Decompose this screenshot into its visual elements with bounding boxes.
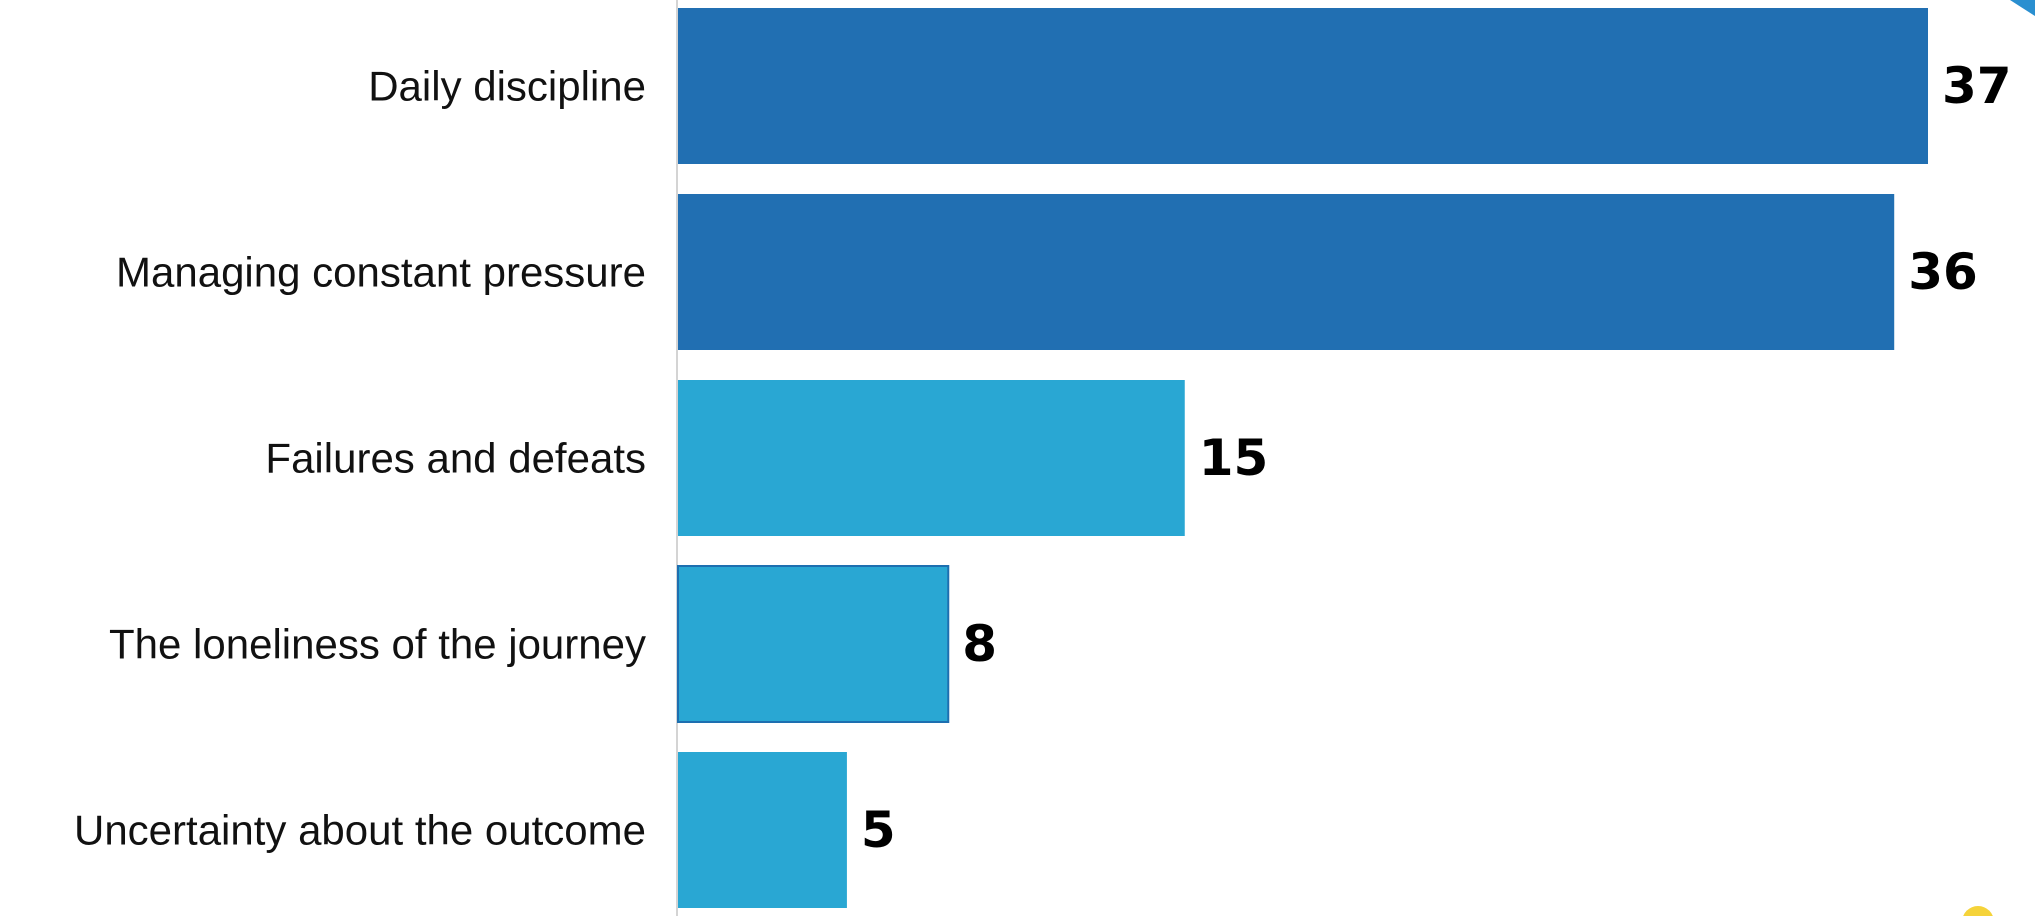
data-label: 37 bbox=[1942, 57, 2012, 115]
data-label: 36 bbox=[1908, 243, 1978, 301]
bar bbox=[678, 380, 1185, 536]
data-label: 8 bbox=[962, 615, 997, 673]
category-label: The loneliness of the journey bbox=[109, 621, 646, 668]
category-label: Failures and defeats bbox=[265, 435, 646, 482]
bar bbox=[678, 8, 1928, 164]
bar bbox=[677, 565, 950, 723]
category-label: Uncertainty about the outcome bbox=[74, 807, 646, 854]
data-label: 5 bbox=[861, 801, 896, 859]
bar bbox=[678, 194, 1895, 350]
corner-dot bbox=[1963, 906, 1993, 916]
corner-accent-shape bbox=[2010, 0, 2035, 16]
bar bbox=[678, 752, 847, 908]
data-label: 15 bbox=[1199, 429, 1269, 487]
category-label: Managing constant pressure bbox=[116, 249, 646, 296]
category-label: Daily discipline bbox=[368, 63, 646, 110]
